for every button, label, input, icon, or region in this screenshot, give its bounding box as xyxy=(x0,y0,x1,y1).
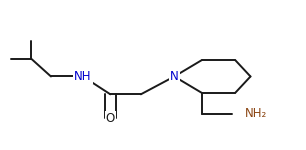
Text: NH₂: NH₂ xyxy=(244,107,267,120)
Text: O: O xyxy=(106,112,115,125)
Text: NH: NH xyxy=(74,70,92,83)
Text: N: N xyxy=(170,70,179,83)
